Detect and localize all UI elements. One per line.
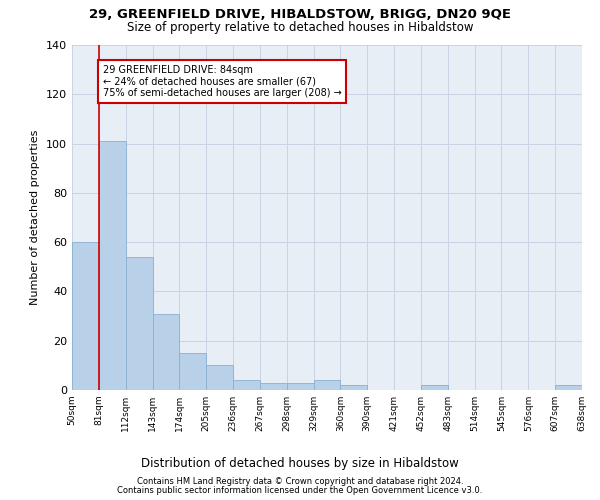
Bar <box>152 314 179 390</box>
Bar <box>340 385 367 390</box>
Bar <box>179 353 206 390</box>
Bar <box>206 366 233 390</box>
Text: Contains public sector information licensed under the Open Government Licence v3: Contains public sector information licen… <box>118 486 482 495</box>
Bar <box>99 141 125 390</box>
Y-axis label: Number of detached properties: Number of detached properties <box>31 130 40 305</box>
Bar <box>314 380 340 390</box>
Bar <box>125 257 152 390</box>
Bar <box>555 385 582 390</box>
Bar <box>421 385 448 390</box>
Bar <box>233 380 260 390</box>
Text: Size of property relative to detached houses in Hibaldstow: Size of property relative to detached ho… <box>127 21 473 34</box>
Text: Contains HM Land Registry data © Crown copyright and database right 2024.: Contains HM Land Registry data © Crown c… <box>137 477 463 486</box>
Bar <box>260 382 287 390</box>
Text: 29 GREENFIELD DRIVE: 84sqm
← 24% of detached houses are smaller (67)
75% of semi: 29 GREENFIELD DRIVE: 84sqm ← 24% of deta… <box>103 64 341 98</box>
Text: Distribution of detached houses by size in Hibaldstow: Distribution of detached houses by size … <box>141 458 459 470</box>
Bar <box>72 242 99 390</box>
Text: 29, GREENFIELD DRIVE, HIBALDSTOW, BRIGG, DN20 9QE: 29, GREENFIELD DRIVE, HIBALDSTOW, BRIGG,… <box>89 8 511 20</box>
Bar <box>287 382 314 390</box>
